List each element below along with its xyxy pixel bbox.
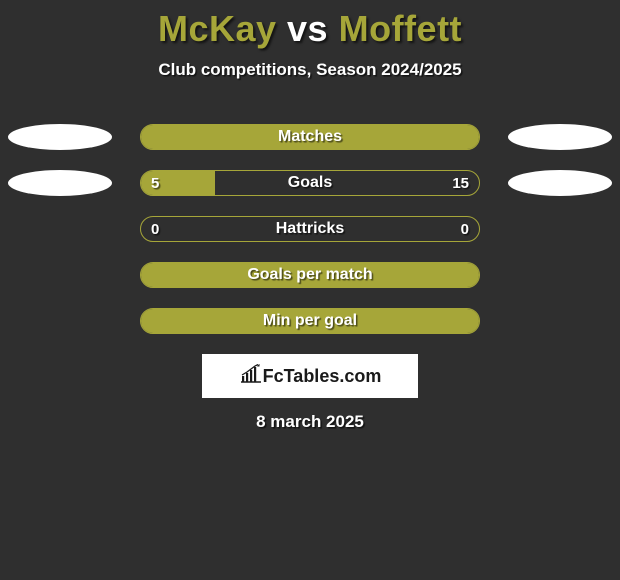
chart-icon (239, 364, 263, 389)
logo-box: FcTables.com (202, 354, 418, 398)
player1-ellipse (8, 124, 112, 150)
bar-value-right: 15 (452, 175, 469, 192)
player1-ellipse (8, 262, 112, 288)
stat-row: Min per goal (0, 308, 620, 334)
date: 8 march 2025 (0, 412, 620, 432)
stat-rows: Matches 5 Goals 15 0 Hattricks 0 Goals p… (0, 124, 620, 334)
player2-name: Moffett (339, 8, 462, 49)
bar-label: Hattricks (141, 220, 479, 238)
bar-label: Goals (141, 174, 479, 192)
stat-bar-mpg: Min per goal (140, 308, 480, 334)
subtitle: Club competitions, Season 2024/2025 (0, 60, 620, 80)
bar-label: Goals per match (141, 266, 479, 284)
comparison-title: McKay vs Moffett (0, 0, 620, 50)
stat-bar-goals: 5 Goals 15 (140, 170, 480, 196)
bar-value-right: 0 (461, 221, 469, 238)
stat-row: 0 Hattricks 0 (0, 216, 620, 242)
stat-bar-matches: Matches (140, 124, 480, 150)
bar-label: Min per goal (141, 312, 479, 330)
stat-row: 5 Goals 15 (0, 170, 620, 196)
vs-text: vs (287, 8, 328, 49)
player2-ellipse (508, 308, 612, 334)
stat-row: Matches (0, 124, 620, 150)
player2-ellipse (508, 170, 612, 196)
player1-ellipse (8, 308, 112, 334)
stat-bar-hattricks: 0 Hattricks 0 (140, 216, 480, 242)
stat-bar-gpm: Goals per match (140, 262, 480, 288)
player1-ellipse (8, 216, 112, 242)
stat-row: Goals per match (0, 262, 620, 288)
player1-name: McKay (158, 8, 277, 49)
player1-ellipse (8, 170, 112, 196)
player2-ellipse (508, 124, 612, 150)
bar-label: Matches (141, 128, 479, 146)
player2-ellipse (508, 262, 612, 288)
player2-ellipse (508, 216, 612, 242)
logo-text: FcTables.com (263, 366, 382, 387)
